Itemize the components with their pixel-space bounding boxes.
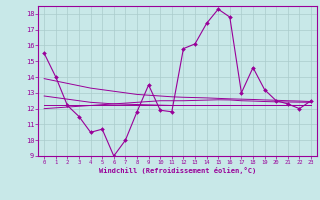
X-axis label: Windchill (Refroidissement éolien,°C): Windchill (Refroidissement éolien,°C) <box>99 167 256 174</box>
